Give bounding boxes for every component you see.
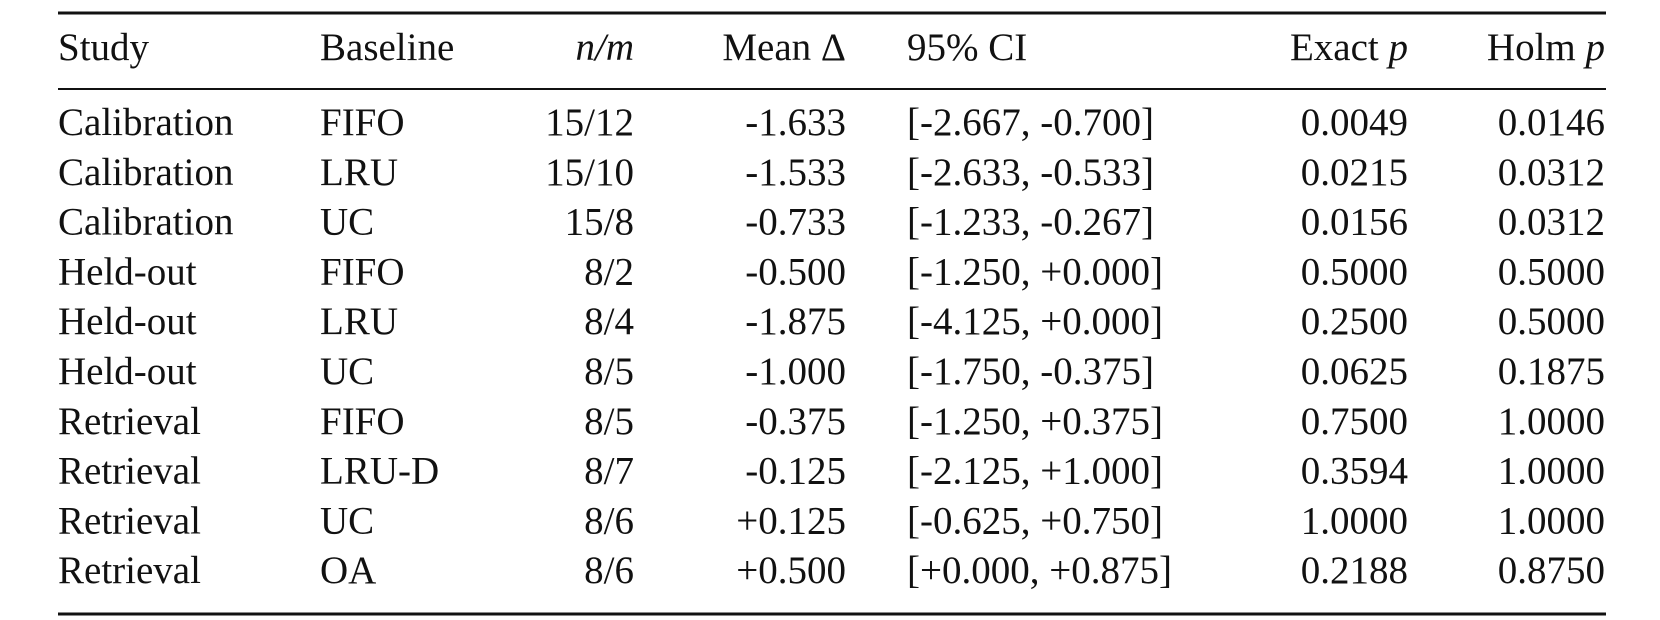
cell: 0.7500 (1301, 400, 1408, 443)
cell: 8/2 (584, 250, 634, 293)
cell: FIFO (320, 101, 405, 144)
cell: [-1.250, +0.000] (907, 250, 1163, 293)
cell: -1.875 (745, 300, 846, 343)
cell: 0.0312 (1498, 201, 1605, 244)
cell: 1.0000 (1301, 499, 1408, 542)
header-cell: Holm p (1487, 26, 1605, 69)
cell: [-2.633, -0.533] (907, 151, 1154, 194)
cell: 0.5000 (1301, 250, 1408, 293)
cell: [-2.667, -0.700] (907, 101, 1154, 144)
cell: 0.8750 (1498, 549, 1605, 592)
cell: -0.500 (745, 250, 846, 293)
cell: 0.0156 (1301, 201, 1408, 244)
cell: Calibration (58, 101, 233, 144)
cell: LRU (320, 300, 398, 343)
header-text: Mean Δ (722, 26, 846, 69)
cell: FIFO (320, 250, 405, 293)
cell: [+0.000, +0.875] (907, 549, 1172, 592)
cell: Held-out (58, 250, 197, 293)
cell: -0.125 (745, 450, 846, 493)
cell: LRU (320, 151, 398, 194)
cell: 0.5000 (1498, 250, 1605, 293)
cell: -1.000 (745, 350, 846, 393)
cell: UC (320, 201, 374, 244)
header-text: p (1583, 26, 1606, 69)
cell: 1.0000 (1498, 450, 1605, 493)
cell: [-0.625, +0.750] (907, 499, 1163, 542)
cell: 8/4 (584, 300, 634, 343)
header-cell: Mean Δ (722, 26, 846, 69)
cell: 1.0000 (1498, 499, 1605, 542)
cell: [-1.750, -0.375] (907, 350, 1154, 393)
cell: FIFO (320, 400, 405, 443)
cell: Retrieval (58, 400, 201, 443)
header-cell: Study (58, 26, 150, 69)
cell: 0.0215 (1301, 151, 1408, 194)
cell: 15/12 (545, 101, 634, 144)
cell: 8/6 (584, 499, 634, 542)
cell: 15/8 (565, 201, 634, 244)
header-text: Holm (1487, 26, 1586, 69)
cell: -1.633 (745, 101, 846, 144)
header-text: p (1386, 26, 1409, 69)
cell: 0.0312 (1498, 151, 1605, 194)
header-text: Exact (1290, 26, 1389, 69)
cell: Held-out (58, 300, 197, 343)
cell: 8/5 (584, 350, 634, 393)
cell: 0.3594 (1301, 450, 1408, 493)
cell: +0.125 (736, 499, 846, 542)
cell: 0.2188 (1301, 549, 1408, 592)
header-text: 95% CI (907, 26, 1027, 69)
header-text: n/m (576, 26, 635, 69)
cell: [-1.250, +0.375] (907, 400, 1163, 443)
header-text: Baseline (320, 26, 454, 69)
cell: 0.1875 (1498, 350, 1605, 393)
header-cell: Baseline (320, 26, 454, 69)
cell: 8/7 (584, 450, 634, 493)
header-cell: 95% CI (907, 26, 1027, 69)
cell: 0.0146 (1498, 101, 1605, 144)
cell: [-1.233, -0.267] (907, 201, 1154, 244)
cell: 15/10 (545, 151, 634, 194)
cell: 8/5 (584, 400, 634, 443)
header-text: Study (58, 26, 150, 69)
cell: Held-out (58, 350, 197, 393)
cell: OA (320, 549, 376, 592)
cell: 0.2500 (1301, 300, 1408, 343)
cell: Retrieval (58, 549, 201, 592)
cell: Calibration (58, 151, 233, 194)
cell: -0.375 (745, 400, 846, 443)
cell: -0.733 (745, 201, 846, 244)
cell: +0.500 (736, 549, 846, 592)
cell: 8/6 (584, 549, 634, 592)
cell: Retrieval (58, 450, 201, 493)
cell: -1.533 (745, 151, 846, 194)
cell: 0.5000 (1498, 300, 1605, 343)
cell: LRU-D (320, 450, 439, 493)
header-cell: Exact p (1290, 26, 1408, 69)
cell: [-4.125, +0.000] (907, 300, 1163, 343)
cell: Retrieval (58, 499, 201, 542)
cell: UC (320, 350, 374, 393)
header-cell: n/m (576, 26, 635, 69)
cell: 1.0000 (1498, 400, 1605, 443)
cell: UC (320, 499, 374, 542)
cell: 0.0625 (1301, 350, 1408, 393)
cell: 0.0049 (1301, 101, 1408, 144)
cell: [-2.125, +1.000] (907, 450, 1163, 493)
cell: Calibration (58, 201, 233, 244)
